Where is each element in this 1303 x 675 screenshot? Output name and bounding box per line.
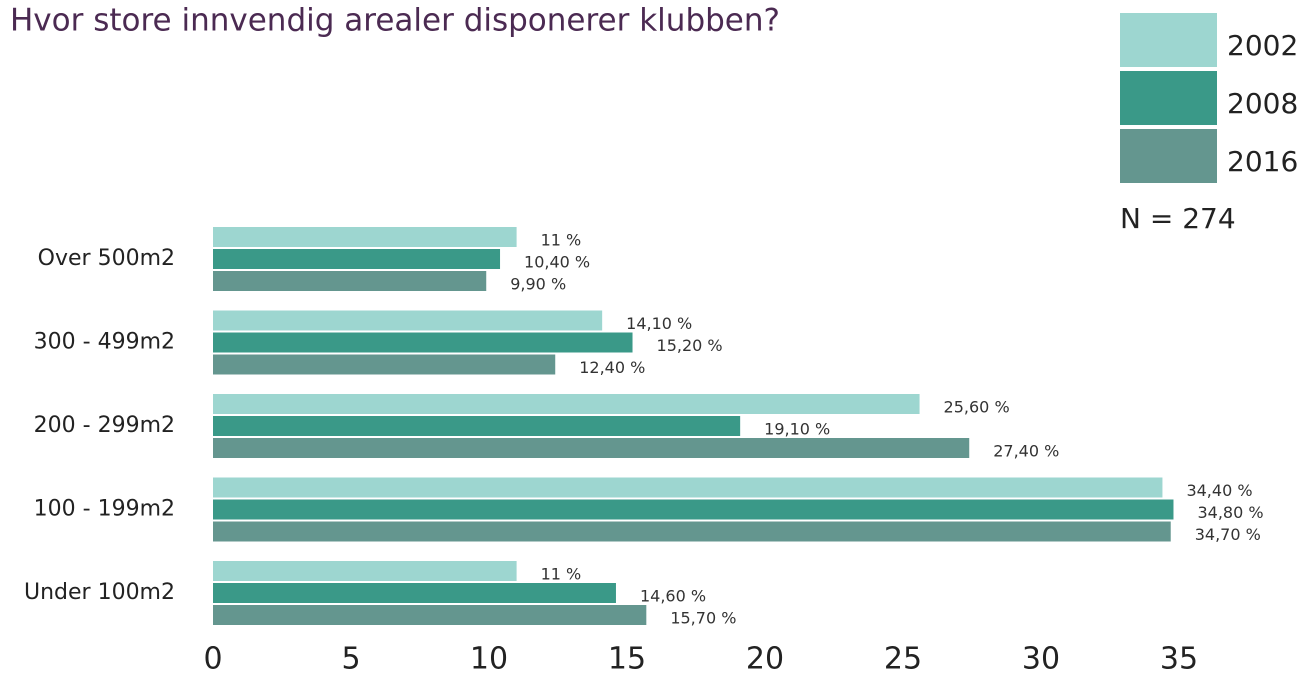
x-tick-label: 5 bbox=[341, 642, 360, 675]
value-label: 19,10 % bbox=[764, 420, 830, 439]
value-label: 27,40 % bbox=[993, 442, 1059, 461]
x-tick-label: 15 bbox=[608, 642, 646, 675]
value-label: 34,80 % bbox=[1197, 503, 1263, 522]
value-label: 14,10 % bbox=[626, 314, 692, 333]
x-tick-label: 10 bbox=[470, 642, 508, 675]
bar bbox=[213, 521, 1171, 542]
value-label: 15,70 % bbox=[670, 609, 736, 628]
bar bbox=[213, 583, 616, 603]
legend-label: 2008 bbox=[1227, 87, 1298, 120]
value-label: 10,40 % bbox=[524, 253, 590, 272]
bar bbox=[213, 249, 501, 269]
value-label: 15,20 % bbox=[657, 336, 723, 355]
legend-swatch bbox=[1120, 71, 1217, 125]
legend-swatch bbox=[1120, 129, 1217, 183]
value-label: 25,60 % bbox=[944, 398, 1010, 417]
y-tick-label: Under 100m2 bbox=[24, 580, 175, 605]
value-label: 9,90 % bbox=[510, 275, 566, 294]
legend-label: 2016 bbox=[1227, 145, 1298, 178]
legend-label: 2002 bbox=[1227, 29, 1298, 62]
bar bbox=[213, 416, 741, 436]
y-tick-label: Over 500m2 bbox=[38, 246, 175, 271]
y-tick-label: 100 - 199m2 bbox=[34, 497, 175, 522]
value-label: 11 % bbox=[541, 565, 582, 584]
x-tick-label: 0 bbox=[203, 642, 222, 675]
x-tick-label: 35 bbox=[1160, 642, 1198, 675]
x-tick-label: 25 bbox=[884, 642, 922, 675]
value-label: 11 % bbox=[541, 231, 582, 250]
bar bbox=[213, 310, 603, 331]
y-tick-label: 200 - 299m2 bbox=[34, 413, 175, 438]
bar bbox=[213, 605, 647, 625]
bar bbox=[213, 477, 1163, 498]
value-label: 14,60 % bbox=[640, 587, 706, 606]
bar bbox=[213, 227, 517, 247]
bar bbox=[213, 499, 1174, 520]
bar bbox=[213, 561, 517, 581]
bar bbox=[213, 354, 556, 375]
annotation: N = 274 bbox=[1120, 202, 1236, 235]
y-tick-label: 300 - 499m2 bbox=[34, 330, 175, 355]
x-tick-label: 20 bbox=[746, 642, 784, 675]
bar bbox=[213, 332, 633, 353]
value-label: 12,40 % bbox=[579, 358, 645, 377]
value-label: 34,40 % bbox=[1186, 481, 1252, 500]
legend-swatch bbox=[1120, 13, 1217, 67]
bar bbox=[213, 394, 920, 414]
bar bbox=[213, 271, 487, 291]
x-tick-label: 30 bbox=[1022, 642, 1060, 675]
chart-title: Hvor store innvendig arealer disponerer … bbox=[10, 3, 780, 39]
bar bbox=[213, 438, 970, 458]
value-label: 34,70 % bbox=[1195, 525, 1261, 544]
